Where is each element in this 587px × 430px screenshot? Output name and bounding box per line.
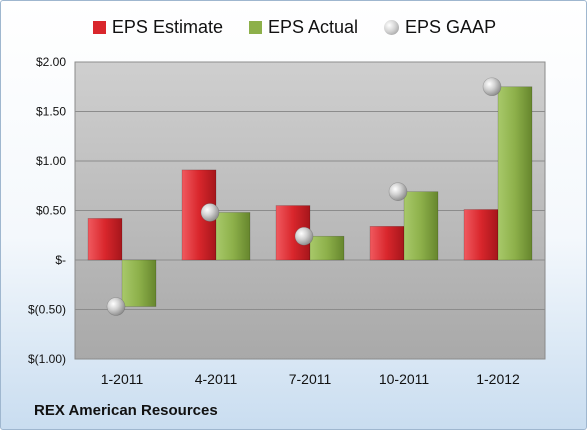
- legend-swatch-eps-estimate: [92, 21, 106, 34]
- marker-eps-gaap: [106, 297, 126, 316]
- y-tick-label: $(1.00): [28, 352, 66, 366]
- x-tick-label: 10-2011: [379, 371, 430, 387]
- bar-eps-actual: [309, 235, 345, 261]
- bar-eps-actual: [497, 86, 533, 261]
- legend: EPS Estimate EPS Actual EPS GAAP: [1, 17, 586, 38]
- y-tick-label: $0.50: [36, 204, 66, 218]
- markers: [106, 77, 502, 316]
- bar-eps-estimate: [369, 226, 405, 261]
- legend-label-eps-actual: EPS Actual: [267, 17, 359, 37]
- x-axis-ticks: 1-2011 4-2011 7-2011 10-2011 1-2012: [101, 371, 520, 387]
- marker-eps-gaap: [482, 77, 502, 97]
- legend-label-eps-gaap: EPS GAAP: [405, 17, 497, 37]
- y-axis-ticks: $2.00 $1.50 $1.00 $0.50 $- $(0.50) $(1.00): [28, 55, 66, 366]
- x-tick-label: 1-2011: [101, 371, 144, 387]
- legend-swatch-eps-actual: [248, 21, 262, 34]
- marker-eps-gaap: [388, 182, 408, 201]
- y-tick-label: $1.50: [36, 105, 66, 119]
- marker-eps-gaap: [200, 203, 220, 222]
- x-tick-label: 1-2012: [476, 371, 520, 387]
- x-tick-label: 4-2011: [195, 371, 238, 387]
- x-tick-label: 7-2011: [289, 371, 332, 387]
- bar-eps-actual: [215, 212, 251, 261]
- legend-item-eps-actual: EPS Actual: [248, 17, 359, 38]
- legend-item-eps-gaap: EPS GAAP: [384, 17, 496, 38]
- company-name: REX American Resources: [34, 402, 218, 419]
- bar-eps-actual: [121, 259, 157, 307]
- bars: [87, 86, 533, 307]
- legend-label-eps-estimate: EPS Estimate: [111, 17, 223, 37]
- bar-eps-actual: [403, 191, 439, 261]
- y-tick-label: $-: [55, 253, 66, 267]
- marker-eps-gaap: [294, 226, 314, 246]
- bar-eps-estimate: [87, 218, 123, 261]
- y-tick-label: $2.00: [36, 55, 66, 69]
- legend-item-eps-estimate: EPS Estimate: [92, 17, 223, 38]
- y-tick-label: $(0.50): [28, 303, 66, 317]
- y-tick-label: $1.00: [36, 154, 66, 168]
- bar-eps-estimate: [463, 209, 499, 261]
- legend-swatch-eps-gaap: [384, 20, 400, 35]
